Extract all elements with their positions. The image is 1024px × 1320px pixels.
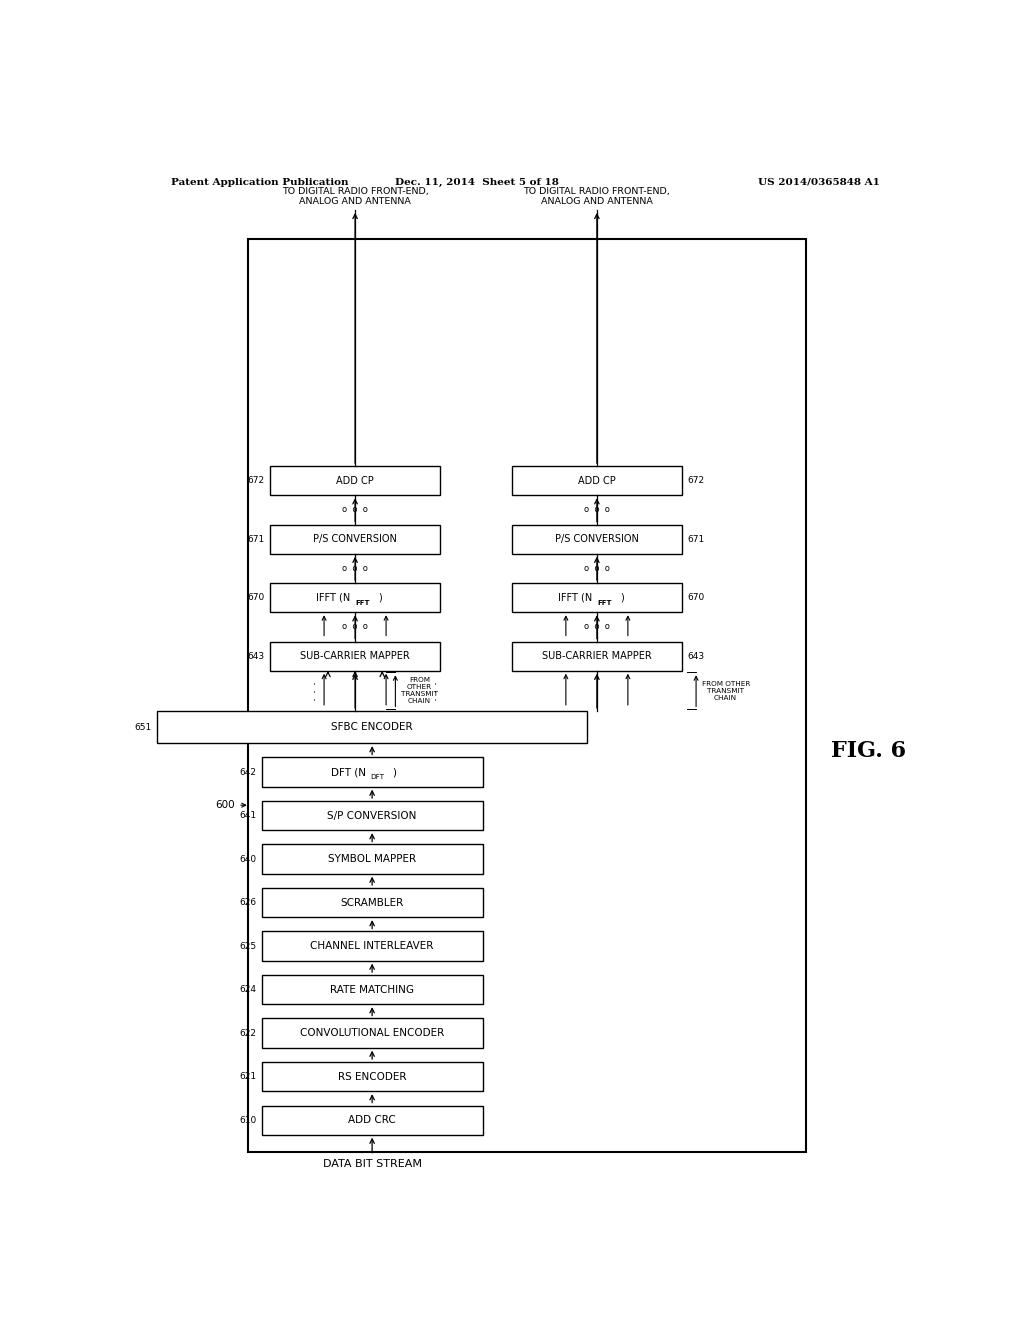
- Bar: [262, 801, 482, 830]
- Text: 641: 641: [240, 810, 256, 820]
- Text: 642: 642: [240, 768, 256, 776]
- Text: ): ): [392, 767, 396, 777]
- Text: US 2014/0365848 A1: US 2014/0365848 A1: [758, 178, 880, 186]
- Text: RATE MATCHING: RATE MATCHING: [330, 985, 414, 994]
- Bar: [262, 1019, 482, 1048]
- Text: 621: 621: [240, 1072, 256, 1081]
- Bar: [270, 524, 440, 554]
- Text: CHANNEL INTERLEAVER: CHANNEL INTERLEAVER: [310, 941, 434, 952]
- Text: IFFT (N: IFFT (N: [316, 593, 350, 603]
- Text: DFT (N: DFT (N: [332, 767, 367, 777]
- Text: P/S CONVERSION: P/S CONVERSION: [313, 535, 397, 544]
- Text: FFT: FFT: [355, 601, 370, 606]
- Text: ): ): [620, 593, 624, 603]
- Text: o  o  o: o o o: [342, 506, 368, 515]
- Text: FIG. 6: FIG. 6: [830, 741, 905, 763]
- Text: 670: 670: [247, 593, 264, 602]
- Text: o  o  o: o o o: [584, 564, 610, 573]
- Text: 672: 672: [687, 477, 705, 486]
- Bar: [270, 583, 440, 612]
- Text: FROM OTHER
TRANSMIT
CHAIN: FROM OTHER TRANSMIT CHAIN: [701, 681, 750, 701]
- Text: FFT: FFT: [597, 601, 612, 606]
- Bar: [512, 466, 682, 495]
- Text: 640: 640: [240, 854, 256, 863]
- Text: RS ENCODER: RS ENCODER: [338, 1072, 407, 1081]
- Bar: [262, 758, 482, 787]
- Text: 622: 622: [240, 1028, 256, 1038]
- Text: SUB-CARRIER MAPPER: SUB-CARRIER MAPPER: [542, 651, 651, 661]
- Text: 672: 672: [247, 477, 264, 486]
- Text: ): ): [378, 593, 382, 603]
- Text: P/S CONVERSION: P/S CONVERSION: [555, 535, 639, 544]
- Text: SCRAMBLER: SCRAMBLER: [341, 898, 403, 908]
- Text: S/P CONVERSION: S/P CONVERSION: [328, 810, 417, 821]
- Text: 671: 671: [687, 535, 705, 544]
- Text: ADD CRC: ADD CRC: [348, 1115, 396, 1125]
- Text: Patent Application Publication: Patent Application Publication: [171, 178, 348, 186]
- Text: Dec. 11, 2014  Sheet 5 of 18: Dec. 11, 2014 Sheet 5 of 18: [395, 178, 559, 186]
- Text: 671: 671: [247, 535, 264, 544]
- Text: o  o  o: o o o: [342, 623, 368, 631]
- Text: 625: 625: [240, 941, 256, 950]
- Text: 626: 626: [240, 898, 256, 907]
- Bar: [248, 239, 806, 1151]
- Text: o  o  o: o o o: [584, 623, 610, 631]
- Text: 624: 624: [240, 985, 256, 994]
- Bar: [512, 524, 682, 554]
- Bar: [262, 932, 482, 961]
- Bar: [270, 466, 440, 495]
- Bar: [262, 888, 482, 917]
- Text: 610: 610: [239, 1115, 256, 1125]
- Text: SFBC ENCODER: SFBC ENCODER: [332, 722, 413, 733]
- Text: 600: 600: [215, 800, 234, 810]
- Text: 643: 643: [687, 652, 705, 661]
- Text: SYMBOL MAPPER: SYMBOL MAPPER: [328, 854, 416, 865]
- Bar: [262, 1106, 482, 1135]
- Bar: [270, 642, 440, 671]
- Bar: [262, 1063, 482, 1092]
- Text: 651: 651: [134, 722, 152, 731]
- Text: DFT: DFT: [371, 775, 385, 780]
- Text: SUB-CARRIER MAPPER: SUB-CARRIER MAPPER: [300, 651, 410, 661]
- Text: o  o  o: o o o: [342, 564, 368, 573]
- Text: . . .: . . .: [427, 681, 440, 701]
- Bar: [512, 583, 682, 612]
- Text: 670: 670: [687, 593, 705, 602]
- Text: ADD CP: ADD CP: [336, 475, 374, 486]
- Bar: [157, 711, 587, 743]
- Bar: [512, 642, 682, 671]
- Text: TO DIGITAL RADIO FRONT-END,
ANALOG AND ANTENNA: TO DIGITAL RADIO FRONT-END, ANALOG AND A…: [523, 186, 671, 206]
- Text: ADD CP: ADD CP: [578, 475, 615, 486]
- Text: . . .: . . .: [306, 681, 318, 701]
- Bar: [262, 845, 482, 874]
- Text: o  o  o: o o o: [584, 506, 610, 515]
- Text: DATA BIT STREAM: DATA BIT STREAM: [323, 1159, 422, 1168]
- Text: CONVOLUTIONAL ENCODER: CONVOLUTIONAL ENCODER: [300, 1028, 444, 1038]
- Text: IFFT (N: IFFT (N: [558, 593, 592, 603]
- Text: 643: 643: [247, 652, 264, 661]
- Bar: [262, 975, 482, 1005]
- Text: TO DIGITAL RADIO FRONT-END,
ANALOG AND ANTENNA: TO DIGITAL RADIO FRONT-END, ANALOG AND A…: [282, 186, 428, 206]
- Text: FROM
OTHER
TRANSMIT
CHAIN: FROM OTHER TRANSMIT CHAIN: [400, 677, 438, 705]
